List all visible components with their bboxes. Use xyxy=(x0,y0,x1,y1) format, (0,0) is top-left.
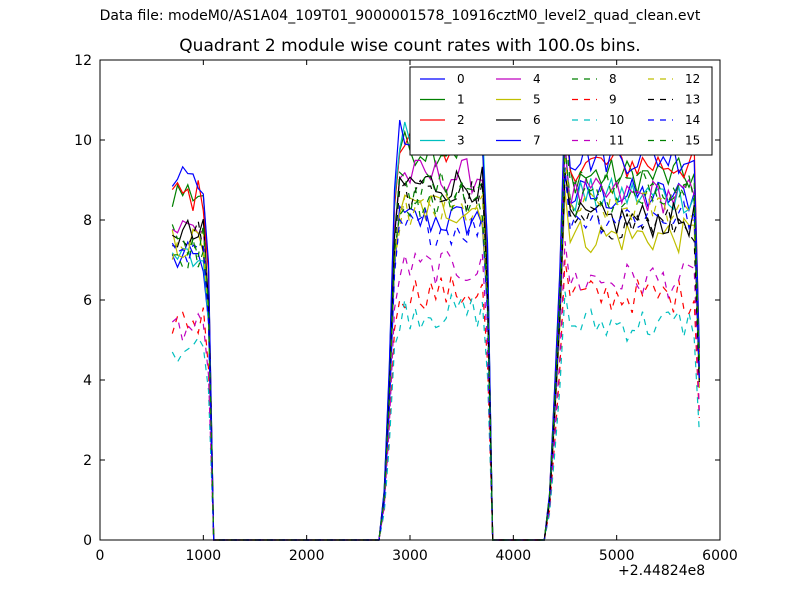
legend-label-1: 1 xyxy=(457,93,465,107)
legend-label-12: 12 xyxy=(685,72,700,86)
legend-label-13: 13 xyxy=(685,93,700,107)
y-tick-label: 6 xyxy=(83,293,92,309)
legend-label-8: 8 xyxy=(609,72,617,86)
x-tick-label: 2000 xyxy=(289,548,325,564)
legend-box xyxy=(409,66,713,156)
legend-label-10: 10 xyxy=(609,113,624,127)
legend-label-7: 7 xyxy=(533,134,541,148)
x-tick-label: 6000 xyxy=(702,548,738,564)
y-tick-label: 4 xyxy=(83,373,92,389)
x-axis-offset-label: +2.44824e8 xyxy=(618,563,706,579)
legend-label-3: 3 xyxy=(457,134,465,148)
series-layer xyxy=(171,98,700,541)
y-tick-label: 0 xyxy=(83,533,92,549)
y-tick-label: 8 xyxy=(83,213,92,229)
series-line-14 xyxy=(171,167,700,541)
legend-label-5: 5 xyxy=(533,93,541,107)
legend-label-15: 15 xyxy=(685,134,700,148)
legend-label-2: 2 xyxy=(457,113,465,127)
figure-suptitle: Data file: modeM0/AS1A04_109T01_90000015… xyxy=(99,8,701,24)
series-line-10 xyxy=(171,291,700,541)
legend-label-0: 0 xyxy=(457,72,465,86)
x-tick-label: 0 xyxy=(96,548,105,564)
series-line-6 xyxy=(172,166,700,541)
series-line-11 xyxy=(171,241,700,541)
series-line-13 xyxy=(171,176,700,541)
legend-label-4: 4 xyxy=(533,72,541,86)
legend-label-14: 14 xyxy=(685,113,700,127)
y-tick-label: 2 xyxy=(83,453,92,469)
x-tick-label: 3000 xyxy=(392,548,428,564)
x-tick-label: 4000 xyxy=(496,548,532,564)
series-line-0 xyxy=(171,144,700,541)
legend-label-6: 6 xyxy=(533,113,541,127)
series-line-1 xyxy=(171,121,700,541)
series-line-3 xyxy=(171,120,700,541)
chart-title: Quadrant 2 module wise count rates with … xyxy=(179,36,641,56)
x-tick-label: 5000 xyxy=(599,548,635,564)
series-line-8 xyxy=(172,149,700,541)
series-line-2 xyxy=(171,107,700,541)
y-tick-label: 12 xyxy=(74,53,92,69)
x-tick-label: 1000 xyxy=(186,548,222,564)
series-line-5 xyxy=(171,190,700,541)
series-line-4 xyxy=(171,144,700,541)
legend-label-9: 9 xyxy=(609,93,617,107)
legend-label-11: 11 xyxy=(609,134,624,148)
y-tick-label: 10 xyxy=(74,133,92,149)
series-line-9 xyxy=(171,259,700,541)
